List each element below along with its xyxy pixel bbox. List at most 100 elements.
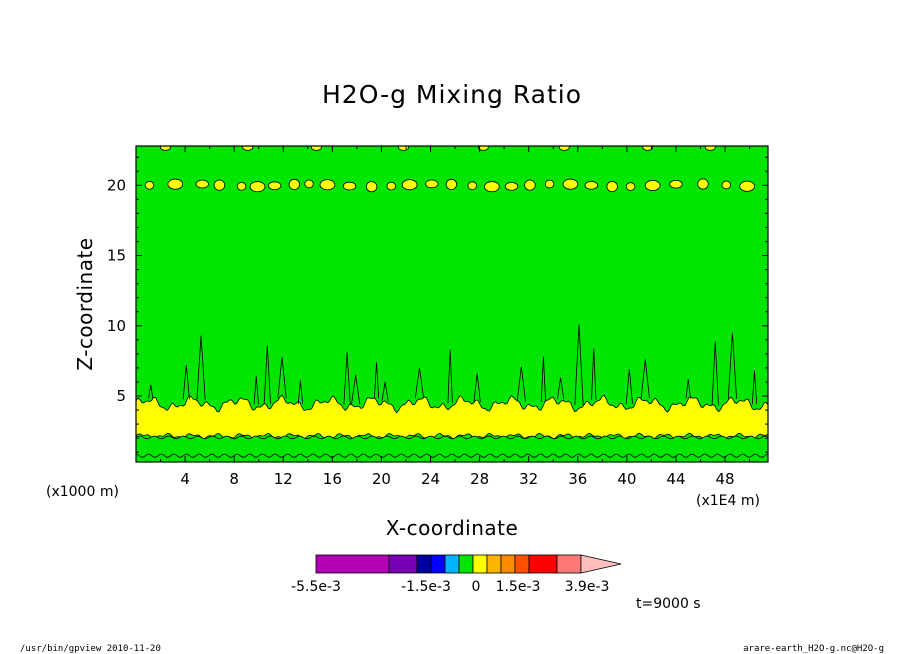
top-blob — [160, 146, 171, 151]
upper-blob — [195, 179, 209, 189]
colorbar-swatch — [514, 554, 530, 574]
colorbar-label: 0 — [472, 579, 481, 595]
x-tick-label: 40 — [617, 470, 636, 488]
x-tick-label: 20 — [372, 470, 391, 488]
x-unit-label: (x1000 m) — [46, 484, 119, 500]
spike-contour — [685, 379, 691, 399]
colorbar-labels: -5.5e-3 -1.5e-3 0 1.5e-3 3.9e-3 — [291, 579, 609, 595]
upper-blob — [467, 181, 477, 191]
spike-contour — [263, 345, 271, 404]
colorbar — [315, 554, 622, 574]
plot-frame — [135, 145, 769, 463]
upper-blob — [721, 180, 731, 190]
x-tick-label: 32 — [519, 470, 538, 488]
upper-blob — [697, 178, 709, 190]
y-tick-label: 15 — [107, 247, 126, 265]
y-axis-title: Z-coordinate — [73, 237, 97, 370]
top-blob — [642, 146, 654, 151]
spike-contour — [447, 349, 453, 404]
upper-blob — [544, 179, 555, 189]
spike-contour — [381, 381, 389, 402]
spike-contour — [343, 352, 351, 405]
spike-contour — [727, 332, 737, 399]
x-axis: 4 8 12 16 20 24 28 32 36 40 44 48 — [160, 146, 751, 488]
upper-blob — [625, 182, 636, 191]
upper-blob — [304, 179, 314, 189]
spike-contour — [751, 370, 758, 405]
upper-blob — [213, 179, 226, 191]
colorbar-swatch — [458, 554, 474, 574]
upper-blob — [365, 181, 378, 193]
upper-blob — [504, 182, 519, 191]
colorbar-swatch — [500, 554, 516, 574]
spike-contour — [148, 384, 154, 399]
upper-blob — [445, 178, 458, 190]
spike-contour — [625, 369, 633, 405]
lower-green-layer — [136, 435, 768, 458]
time-label: t=9000 s — [636, 596, 701, 612]
x-tick-label: 24 — [421, 470, 440, 488]
spike-contour — [711, 341, 719, 406]
top-blob — [242, 146, 254, 151]
spike-contour — [557, 377, 565, 399]
contour-field — [136, 146, 768, 462]
colorbar-swatch — [430, 554, 446, 574]
upper-blob — [484, 181, 500, 193]
upper-blob — [644, 180, 661, 192]
x-scale-label: (x1E4 m) — [696, 493, 760, 509]
x-tick-label: 48 — [716, 470, 735, 488]
spike-contour — [182, 365, 190, 400]
spike-contour — [196, 335, 206, 401]
y-tick-label: 20 — [107, 176, 126, 194]
top-blob — [398, 146, 409, 151]
colorbar-swatch — [315, 554, 390, 574]
upper-blob — [401, 179, 418, 191]
x-tick-label: 16 — [323, 470, 342, 488]
spike-contour — [516, 366, 526, 402]
spike-contour — [574, 324, 584, 406]
colorbar-swatch — [472, 554, 488, 574]
spike-contour — [277, 356, 287, 399]
x-tick-label: 12 — [274, 470, 293, 488]
upper-blob — [425, 179, 439, 189]
upper-blob — [606, 181, 618, 193]
upper-blob — [584, 181, 598, 190]
convective-spikes — [148, 324, 758, 406]
colorbar-swatch — [416, 554, 432, 574]
spike-contour — [540, 356, 547, 403]
upper-blob — [144, 181, 155, 190]
spike-contour — [414, 367, 425, 399]
colorbar-swatch — [486, 554, 502, 574]
upper-blob — [669, 179, 683, 189]
colorbar-swatch — [388, 554, 418, 574]
x-axis-title: X-coordinate — [386, 516, 519, 540]
yellow-band — [136, 394, 768, 440]
x-tick-label: 8 — [229, 470, 239, 488]
footer-right: arare-earth_H2O-g.nc@H2O-g — [743, 644, 884, 654]
upper-blob — [249, 181, 266, 193]
colorbar-swatch — [556, 554, 582, 574]
x-tick-label: 36 — [568, 470, 587, 488]
upper-blob — [319, 179, 336, 191]
colorbar-label: 3.9e-3 — [565, 579, 610, 595]
spike-contour — [351, 374, 361, 405]
spike-contour — [297, 380, 304, 405]
y-tick-label: 10 — [107, 317, 126, 335]
colorbar-label: -5.5e-3 — [291, 579, 341, 595]
top-blob — [704, 146, 716, 151]
upper-blob — [342, 181, 357, 191]
upper-yellow-blobs — [144, 178, 755, 193]
upper-blob — [167, 178, 184, 190]
x-tick-label: 28 — [470, 470, 489, 488]
upper-blob — [562, 178, 579, 190]
spike-contour — [373, 362, 380, 399]
y-tick-label: 5 — [116, 387, 126, 405]
spike-contour — [591, 348, 597, 400]
upper-blob — [386, 181, 396, 191]
upper-blob — [288, 178, 301, 190]
top-blob — [310, 146, 322, 151]
spike-contour — [253, 376, 259, 405]
colorbar-swatch — [444, 554, 460, 574]
spike-contour — [473, 373, 481, 403]
